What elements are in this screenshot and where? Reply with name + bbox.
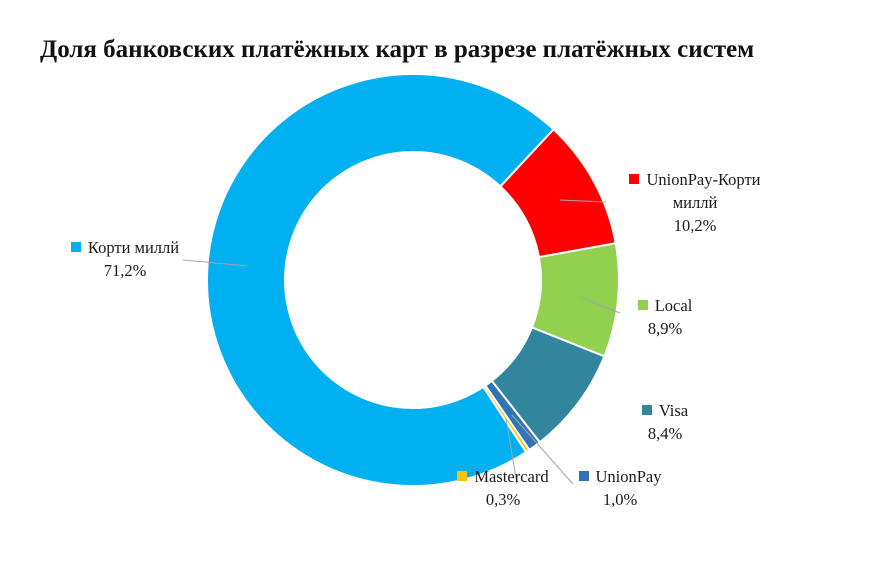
leader-line-unionpay (511, 414, 574, 485)
label-name-local: Local (654, 296, 693, 315)
leader-line-local (578, 296, 621, 314)
label-name-mastercard: Mastercard (474, 467, 549, 486)
leader-line-korti-milli (182, 259, 247, 267)
leader-line-unionpay-korti-milli (559, 199, 607, 203)
label-mastercard: Mastercard 0,3% (443, 465, 563, 511)
swatch-visa (641, 405, 652, 415)
label-value-mastercard: 0,3% (485, 490, 521, 509)
slice-korti-milli (206, 73, 555, 487)
label-name-unionpay: UnionPay (595, 467, 662, 486)
label-unionpay: UnionPay 1,0% (565, 465, 675, 511)
swatch-korti-milli (70, 242, 81, 252)
label-value-local: 8,9% (647, 319, 683, 338)
label-local: Local 8,9% (625, 294, 705, 340)
label-value-korti-milli: 71,2% (103, 261, 147, 280)
label-value-unionpay-korti-milli: 10,2% (673, 216, 717, 235)
label-value-unionpay: 1,0% (602, 490, 638, 509)
label-name-unionpay-korti-milli-line1: UnionPay-Корти (646, 170, 761, 189)
label-name-korti-milli: Корти миллй (87, 238, 180, 257)
swatch-mastercard (457, 471, 468, 481)
label-unionpay-korti-milli: UnionPay-Корти миллй 10,2% (612, 168, 778, 237)
label-korti-milli: Корти миллй 71,2% (45, 236, 205, 282)
label-name-visa: Visa (658, 401, 689, 420)
label-value-visa: 8,4% (647, 424, 683, 443)
label-visa: Visa 8,4% (625, 399, 705, 445)
swatch-unionpay-korti-milli (629, 174, 640, 184)
swatch-local (637, 300, 648, 310)
label-name-unionpay-korti-milli-line2: миллй (672, 193, 718, 212)
leader-line-mastercard (505, 418, 518, 485)
swatch-unionpay (578, 471, 589, 481)
chart-title: Доля банковских платёжных карт в разрезе… (40, 36, 755, 63)
